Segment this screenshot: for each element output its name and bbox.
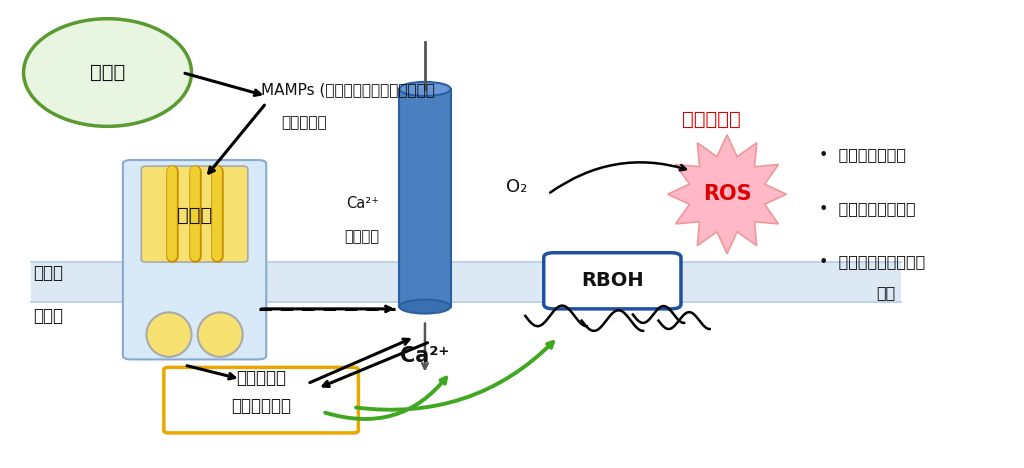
Text: タンパク質: タンパク質: [237, 369, 286, 387]
Ellipse shape: [198, 313, 243, 357]
Ellipse shape: [146, 313, 191, 357]
Text: 受容体: 受容体: [177, 206, 212, 225]
Text: •  細胞内シグナル伝達: • 細胞内シグナル伝達: [819, 255, 926, 270]
Ellipse shape: [399, 82, 451, 96]
FancyBboxPatch shape: [141, 166, 248, 262]
Text: ROS: ROS: [702, 184, 752, 204]
Bar: [399, 89, 451, 307]
Text: Ca²⁺: Ca²⁺: [400, 346, 450, 366]
Text: •  病原菌への攻撃: • 病原菌への攻撃: [819, 147, 906, 162]
Ellipse shape: [24, 19, 191, 126]
Text: 微生物: 微生物: [90, 63, 125, 82]
Bar: [31, 262, 901, 302]
Ellipse shape: [399, 300, 451, 314]
Text: リン酸化酵素: リン酸化酵素: [231, 397, 291, 415]
Text: MAMPs (微生物関連分子パターン）: MAMPs (微生物関連分子パターン）: [261, 82, 435, 97]
FancyBboxPatch shape: [164, 367, 358, 433]
Polygon shape: [668, 135, 786, 254]
Text: O₂: O₂: [507, 178, 527, 196]
Text: 細胞質: 細胞質: [33, 307, 62, 324]
Text: チャネル: チャネル: [344, 229, 379, 244]
Text: RBOH: RBOH: [581, 271, 644, 290]
Text: キチンなど: キチンなど: [282, 115, 328, 130]
Text: 活性酸素種: 活性酸素種: [682, 110, 741, 129]
Text: •  細胞壁成分の架橋: • 細胞壁成分の架橋: [819, 201, 915, 216]
FancyBboxPatch shape: [123, 160, 266, 359]
Text: 細胞膜: 細胞膜: [33, 264, 62, 282]
Text: など: など: [877, 285, 895, 300]
Text: Ca²⁺: Ca²⁺: [346, 196, 379, 211]
FancyBboxPatch shape: [544, 253, 681, 309]
